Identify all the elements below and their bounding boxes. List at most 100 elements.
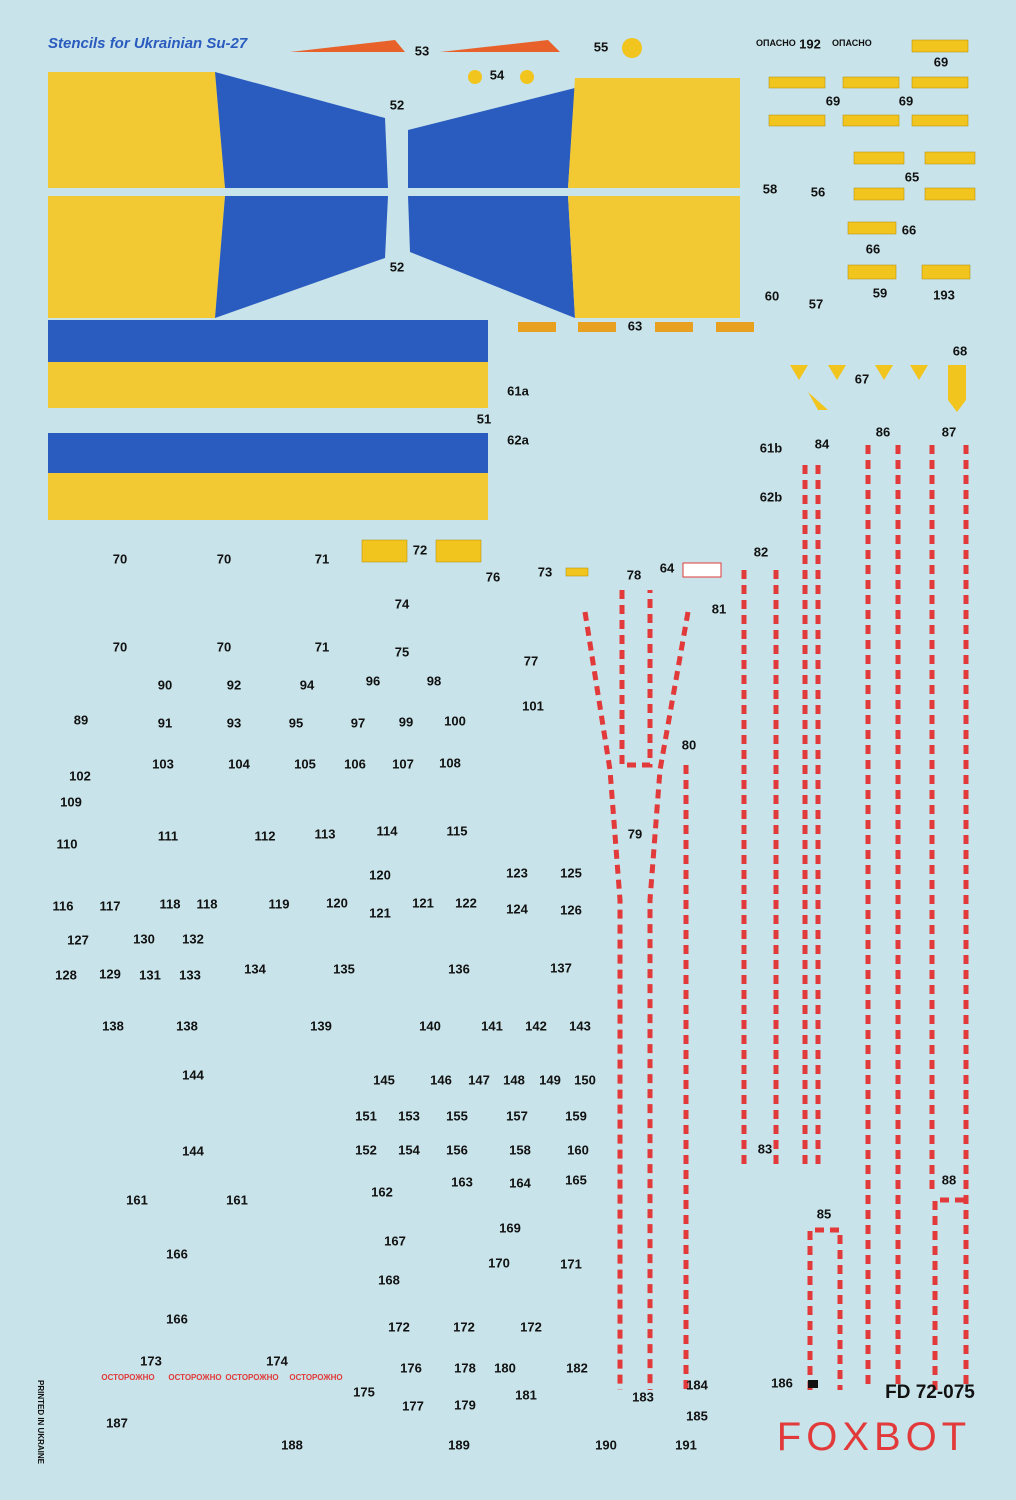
decal-number: 137 xyxy=(550,960,572,975)
decal-number: 75 xyxy=(395,644,409,659)
decal-number: 165 xyxy=(565,1172,587,1187)
decal-number: 55 xyxy=(594,39,608,54)
decal-number: 172 xyxy=(388,1319,410,1334)
decal-number: 173 xyxy=(140,1353,162,1368)
decal-number: 91 xyxy=(158,715,172,730)
decal-number: 69 xyxy=(934,54,948,69)
decal-number: 172 xyxy=(453,1319,475,1334)
sheet-title: Stencils for Ukrainian Su-27 xyxy=(48,35,248,52)
decal-number: 62a xyxy=(507,432,529,447)
decal-number: 117 xyxy=(100,898,121,913)
decal-number: 56 xyxy=(811,184,825,199)
decal-number: 89 xyxy=(74,712,88,727)
decal-number: 149 xyxy=(539,1072,561,1087)
product-code: FD 72-075 xyxy=(885,1382,975,1403)
decal-number: 182 xyxy=(566,1360,588,1375)
decal-number: 155 xyxy=(446,1108,468,1123)
decal-number: 148 xyxy=(503,1072,525,1087)
decal-number: 166 xyxy=(166,1311,188,1326)
decal-number: 114 xyxy=(377,823,399,838)
decal-number: 52 xyxy=(390,97,404,112)
decal-number: 61a xyxy=(507,383,529,398)
danger-label: ОПАСНО xyxy=(832,38,872,48)
decal-number: 70 xyxy=(217,639,231,654)
decal-number: 73 xyxy=(538,564,552,579)
decal-number: 191 xyxy=(675,1437,697,1452)
decal-number: 60 xyxy=(765,288,779,303)
decal-number: 70 xyxy=(113,639,127,654)
decal-number: 88 xyxy=(942,1172,956,1187)
decal-number: 76 xyxy=(486,569,500,584)
decal-number: 82 xyxy=(754,544,768,559)
decal-number: 126 xyxy=(560,902,582,917)
decal-number: 151 xyxy=(355,1108,377,1123)
decal-number: 135 xyxy=(333,961,355,976)
brand: FOXBOT xyxy=(777,1415,971,1459)
decal-number: 57 xyxy=(809,296,823,311)
decal-number: 92 xyxy=(227,677,241,692)
decal-number: 180 xyxy=(494,1360,516,1375)
decal-number: 74 xyxy=(395,596,410,611)
decal-number: 159 xyxy=(565,1108,587,1123)
decal-number: 167 xyxy=(384,1233,406,1248)
decal-number: 54 xyxy=(490,67,505,82)
decal-number: 53 xyxy=(415,43,429,58)
decal-number: 128 xyxy=(55,967,77,982)
decal-number: 77 xyxy=(524,653,538,668)
decal-number: 130 xyxy=(133,931,155,946)
decal-number: 156 xyxy=(446,1142,468,1157)
decal-number: 157 xyxy=(506,1108,528,1123)
decal-number: 96 xyxy=(366,673,380,688)
decal-number: 65 xyxy=(905,169,919,184)
decal-number: 120 xyxy=(326,895,348,910)
decal-number: 111 xyxy=(158,828,178,843)
decal-number: 169 xyxy=(499,1220,521,1235)
decal-number: 94 xyxy=(300,677,315,692)
decal-number: 168 xyxy=(378,1272,400,1287)
decal-number: 158 xyxy=(509,1142,531,1157)
decal-number: 108 xyxy=(439,755,461,770)
decal-number: 190 xyxy=(595,1437,617,1452)
decal-number: 101 xyxy=(522,698,544,713)
decal-number: 136 xyxy=(448,961,470,976)
caution-label: ОСТОРОЖНО xyxy=(225,1373,278,1382)
decal-number: 138 xyxy=(176,1018,198,1033)
decal-number: 138 xyxy=(102,1018,124,1033)
decal-number: 71 xyxy=(315,639,329,654)
decal-number: 100 xyxy=(444,713,466,728)
decal-number: 97 xyxy=(351,715,365,730)
decal-number: 86 xyxy=(876,424,890,439)
decal-number: 163 xyxy=(451,1174,473,1189)
wing-flags xyxy=(48,72,740,318)
decal-number: 164 xyxy=(509,1175,531,1190)
decal-number: 120 xyxy=(369,867,391,882)
decal-number: 187 xyxy=(106,1415,128,1430)
decal-number: 58 xyxy=(763,181,777,196)
decal-number: 140 xyxy=(419,1018,441,1033)
decal-number: 70 xyxy=(113,551,127,566)
decal-number: 125 xyxy=(560,865,582,880)
decal-number: 192 xyxy=(799,36,821,51)
decal-number: 143 xyxy=(569,1018,591,1033)
decal-number: 79 xyxy=(628,826,642,841)
decal-number: 181 xyxy=(515,1387,537,1402)
decal-number: 116 xyxy=(53,898,74,913)
decal-number: 131 xyxy=(139,967,161,982)
decal-number: 110 xyxy=(57,836,78,851)
decal-number: 172 xyxy=(520,1319,542,1334)
decal-number: 183 xyxy=(632,1389,654,1404)
decal-number: 152 xyxy=(355,1142,377,1157)
decal-number: 80 xyxy=(682,737,696,752)
fin-flags xyxy=(48,320,488,520)
decal-number: 102 xyxy=(69,768,91,783)
decal-number: 118 xyxy=(160,896,181,911)
decal-number: 107 xyxy=(392,756,414,771)
decal-number: 141 xyxy=(481,1018,503,1033)
decal-number: 132 xyxy=(182,931,204,946)
decal-number: 142 xyxy=(525,1018,547,1033)
decal-numbers: 53 55 54 192 69 69 69 52 52 58 56 65 66 66 60 57 59 193 63… xyxy=(53,36,968,1452)
decal-number: 124 xyxy=(506,901,528,916)
decal-number: 109 xyxy=(60,794,82,809)
decal-number: 171 xyxy=(560,1256,582,1271)
decal-number: 178 xyxy=(454,1360,476,1375)
